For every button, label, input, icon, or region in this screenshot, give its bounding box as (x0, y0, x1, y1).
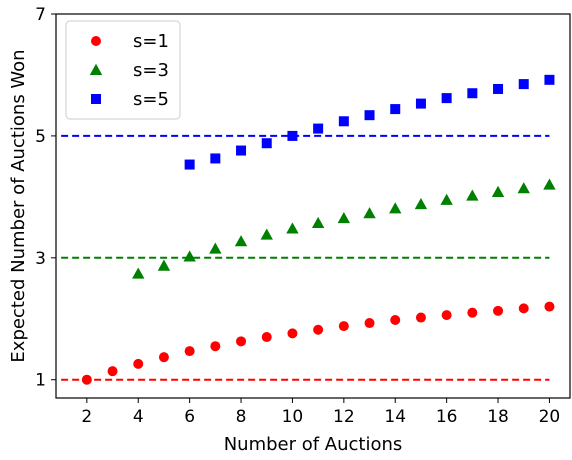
data-point-s=1-x8 (236, 336, 247, 347)
legend-marker-s=1 (91, 36, 101, 46)
data-point-s=1-x10 (287, 328, 298, 339)
data-point-s=3-x6 (183, 250, 196, 262)
data-point-s=1-x5 (158, 352, 169, 363)
data-point-s=5-x20 (544, 74, 555, 85)
x-tick-label-20: 20 (539, 407, 561, 427)
y-axis-label: Expected Number of Auctions Won (8, 49, 29, 362)
x-tick-label-2: 2 (81, 407, 92, 427)
data-point-s=5-x13 (364, 110, 375, 121)
data-points (81, 74, 556, 385)
data-point-s=5-x15 (415, 98, 426, 109)
data-point-s=3-x20 (543, 178, 556, 190)
data-point-s=3-x5 (157, 259, 171, 271)
data-point-s=5-x16 (441, 93, 452, 104)
legend: s=1 s=3 s=5 (65, 20, 181, 120)
data-point-s=1-x18 (493, 305, 504, 316)
y-tick-label-5: 5 (35, 127, 46, 147)
data-point-s=3-x12 (337, 211, 351, 224)
data-point-s=1-x3 (107, 366, 118, 377)
data-point-s=3-x11 (311, 216, 325, 229)
data-point-s=1-x6 (184, 346, 195, 357)
reference-lines (61, 134, 550, 381)
data-point-s=3-x10 (286, 222, 299, 234)
data-point-s=3-x8 (234, 235, 248, 247)
x-tick-label-4: 4 (133, 407, 144, 427)
data-point-s=5-x10 (287, 130, 298, 141)
data-point-s=5-x9 (261, 138, 272, 149)
data-point-s=5-x12 (338, 116, 349, 127)
data-point-s=3-x14 (389, 202, 402, 214)
legend-label-s=3: s=3 (133, 60, 169, 81)
legend-label-s=5: s=5 (133, 89, 169, 110)
data-point-s=1-x13 (364, 318, 375, 329)
data-point-s=5-x19 (518, 79, 529, 90)
data-point-s=5-x11 (313, 123, 324, 134)
data-point-s=1-x11 (313, 324, 324, 335)
data-point-s=5-x8 (236, 145, 247, 156)
data-point-s=1-x9 (261, 332, 272, 343)
data-point-s=5-x18 (493, 83, 504, 94)
data-point-s=1-x14 (390, 314, 401, 325)
x-tick-label-10: 10 (282, 407, 304, 427)
data-point-s=1-x2 (81, 374, 92, 385)
data-point-s=3-x18 (491, 185, 505, 197)
x-tick-label-18: 18 (487, 407, 509, 427)
data-point-s=1-x20 (544, 301, 555, 312)
x-tick-label-14: 14 (384, 407, 406, 427)
y-axis-ticks: 1 3 5 7 (35, 5, 56, 391)
data-point-s=1-x17 (467, 307, 478, 318)
data-point-s=3-x17 (466, 189, 479, 201)
y-tick-label-7: 7 (35, 5, 46, 25)
data-point-s=5-x6 (184, 159, 195, 170)
data-point-s=1-x15 (415, 312, 426, 323)
data-point-s=3-x9 (260, 228, 273, 240)
data-point-s=5-x14 (390, 104, 401, 115)
x-axis-ticks: 2 4 6 8 10 12 14 16 18 20 (81, 398, 560, 427)
x-axis-label: Number of Auctions (224, 434, 403, 455)
data-point-s=1-x7 (210, 341, 221, 352)
data-point-s=5-x7 (210, 153, 221, 164)
legend-marker-s=3 (89, 63, 103, 75)
x-tick-label-12: 12 (333, 407, 355, 427)
data-point-s=1-x16 (441, 310, 452, 321)
data-point-s=1-x12 (338, 321, 349, 332)
data-point-s=3-x19 (517, 182, 530, 194)
y-tick-label-1: 1 (35, 371, 46, 391)
data-point-s=3-x7 (209, 242, 222, 254)
x-tick-label-8: 8 (236, 407, 247, 427)
data-point-s=5-x17 (467, 88, 478, 99)
x-tick-label-16: 16 (436, 407, 458, 427)
data-point-s=1-x19 (518, 303, 529, 314)
x-tick-label-6: 6 (184, 407, 195, 427)
y-tick-label-3: 3 (35, 249, 46, 269)
data-point-s=3-x15 (414, 197, 428, 210)
data-point-s=3-x4 (132, 267, 145, 279)
data-point-s=1-x4 (133, 358, 144, 369)
legend-label-s=1: s=1 (133, 31, 169, 52)
data-point-s=3-x16 (440, 193, 453, 205)
legend-marker-s=5 (91, 94, 101, 104)
data-point-s=3-x13 (363, 207, 376, 219)
